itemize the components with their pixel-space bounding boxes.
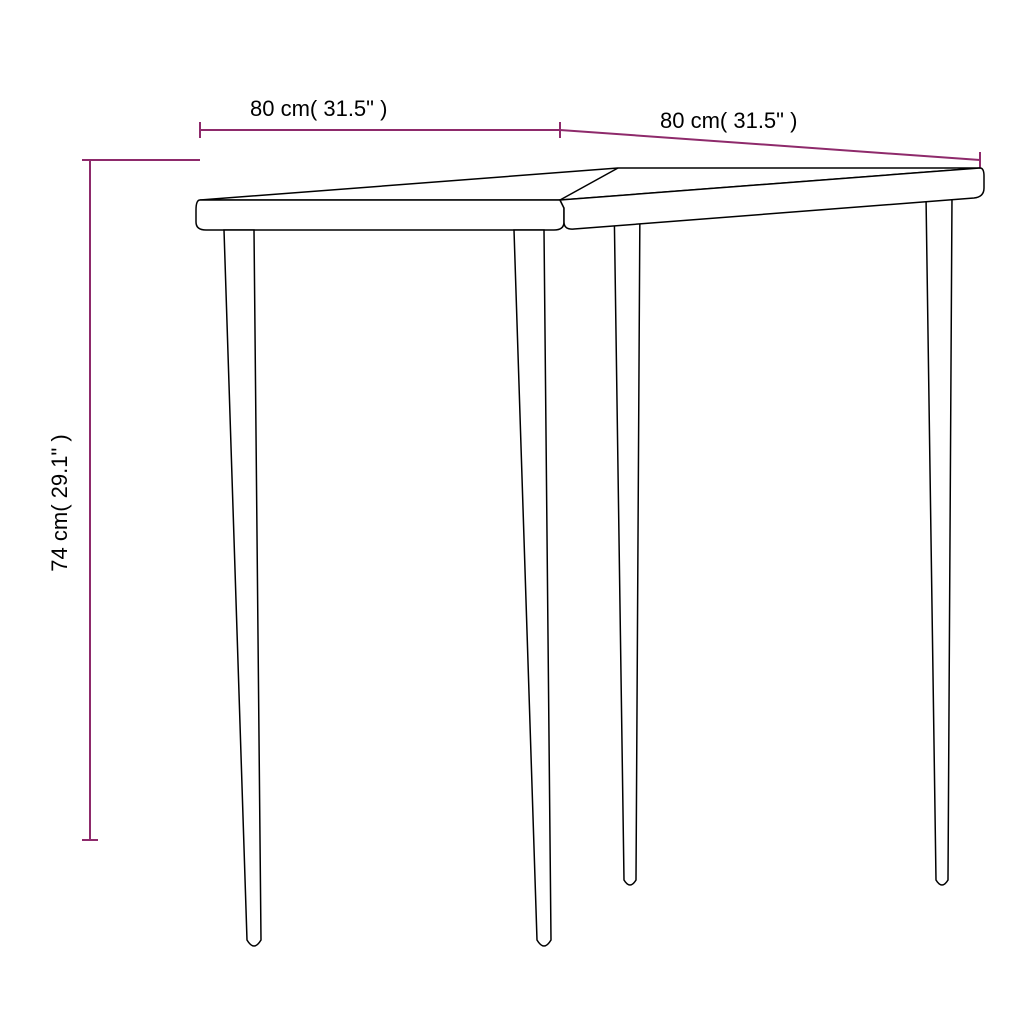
table-front-edge (196, 200, 564, 230)
back-left-leg (614, 196, 640, 885)
back-right-leg (926, 196, 952, 885)
front-right-leg (514, 230, 551, 946)
table-drawing (196, 168, 984, 946)
height-dimension-label: 74 cm( 29.1" ) (47, 423, 73, 583)
depth-dimension-label: 80 cm( 31.5" ) (660, 108, 797, 134)
front-left-leg (224, 230, 261, 946)
width-dimension-label: 80 cm( 31.5" ) (250, 96, 387, 122)
dimension-diagram (0, 0, 1024, 1024)
